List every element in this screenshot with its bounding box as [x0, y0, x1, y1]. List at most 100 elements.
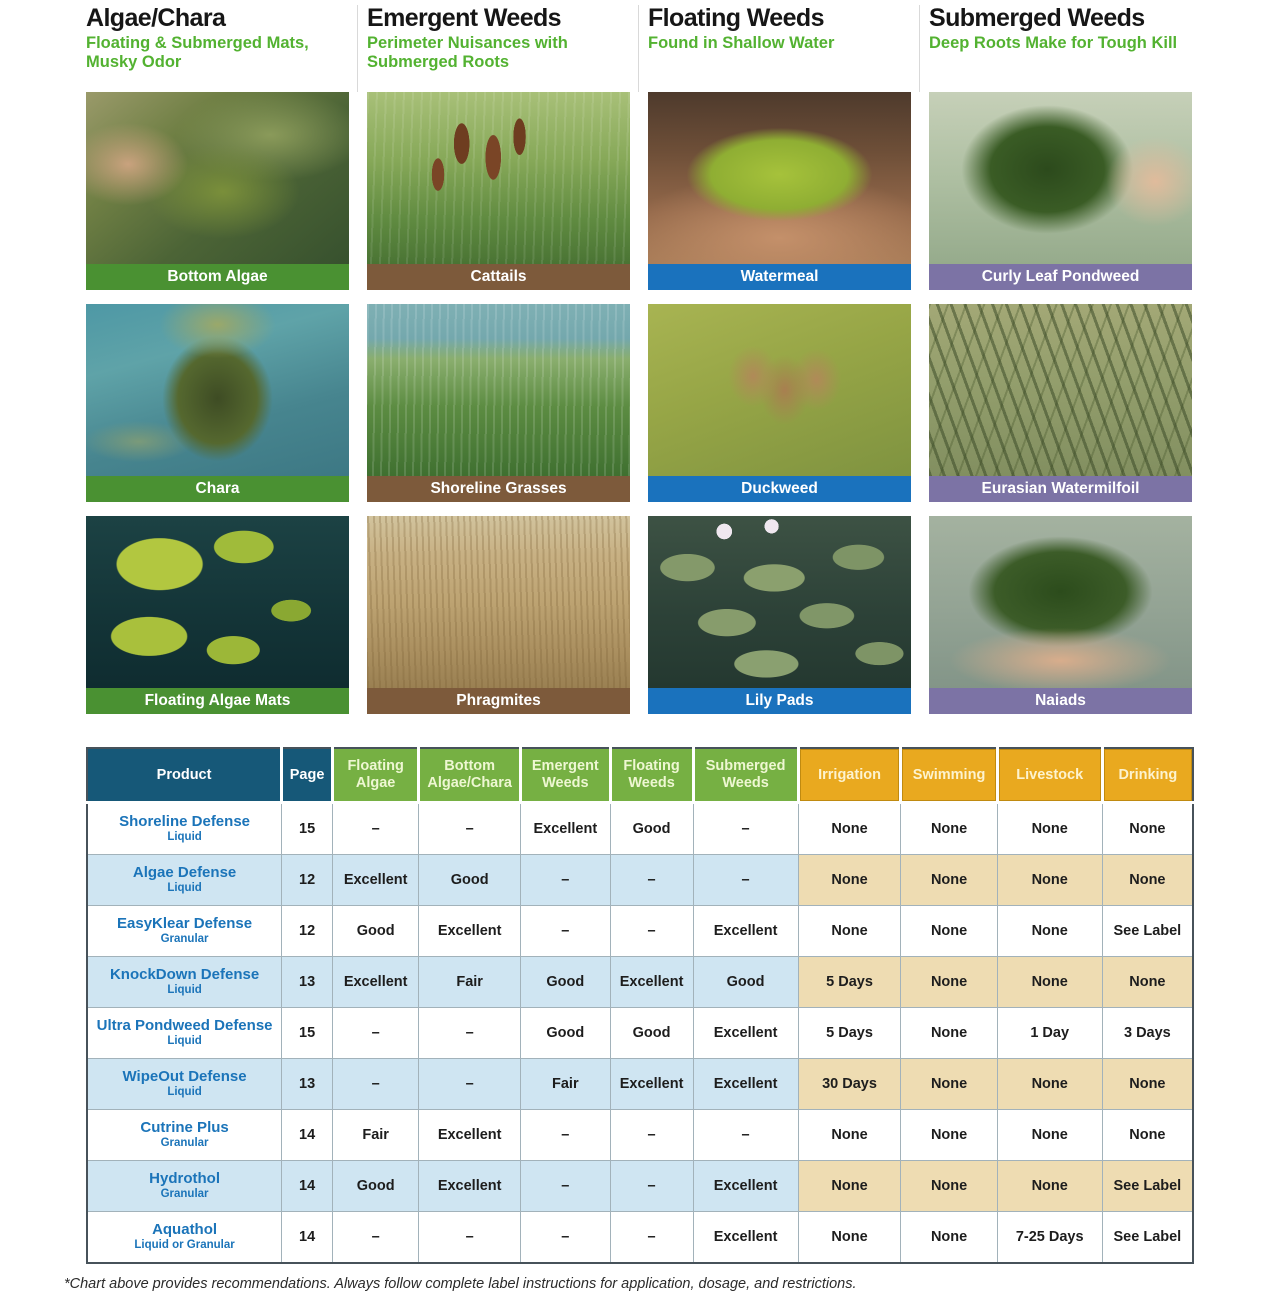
page-cell: 14: [281, 1211, 334, 1264]
value-cell: –: [332, 1058, 420, 1110]
column-header-bottom-algae-chara: Bottom Algae/Chara: [417, 748, 521, 804]
value-cell: 7-25 Days: [996, 1211, 1103, 1264]
category-column-submerged-weeds: Submerged Weeds Deep Roots Make for Toug…: [919, 5, 1192, 728]
page: Algae/Chara Floating & Submerged Mats, M…: [64, 0, 1194, 1292]
value-cell: Excellent: [692, 1160, 799, 1212]
product-cell: Ultra Pondweed Defense Liquid: [86, 1007, 283, 1059]
page-cell: 12: [281, 854, 334, 906]
table-row: WipeOut Defense Liquid 13– – Fair Excellent Ex…: [86, 1058, 1194, 1110]
value-cell: None: [996, 1160, 1103, 1212]
value-cell: None: [797, 1160, 902, 1212]
column-header-livestock: Livestock: [995, 748, 1103, 804]
column-header-drinking: Drinking: [1100, 748, 1193, 804]
product-form: Liquid: [167, 1085, 202, 1098]
product-cell: WipeOut Defense Liquid: [86, 1058, 283, 1110]
value-cell: Good: [609, 802, 694, 855]
value-cell: None: [996, 802, 1103, 855]
eurasian-watermilfoil-photo: [929, 304, 1192, 476]
value-cell: Excellent: [692, 1007, 799, 1059]
product-cell: KnockDown Defense Liquid: [86, 956, 283, 1008]
product-table: Product Page Floating Algae Bottom Algae…: [86, 747, 1194, 1264]
value-cell: –: [418, 1211, 522, 1264]
shoreline-grasses-photo: [367, 304, 630, 476]
table-row: Ultra Pondweed Defense Liquid 15– – Good Good…: [86, 1007, 1194, 1059]
value-cell: 1 Day: [996, 1007, 1103, 1059]
page-cell: 13: [281, 956, 334, 1008]
photo-label: Chara: [86, 476, 349, 502]
category-title: Algae/Chara: [86, 4, 226, 32]
column-header-page: Page: [280, 748, 333, 804]
value-cell: Excellent: [520, 802, 611, 855]
table-row: Cutrine Plus Granular 14 Fair Excellent – – – No…: [86, 1109, 1194, 1161]
value-cell: Fair: [520, 1058, 611, 1110]
value-cell: None: [1101, 854, 1194, 906]
product-form: Liquid: [167, 1034, 202, 1047]
category-column-emergent-weeds: Emergent Weeds Perimeter Nuisances with …: [357, 4, 630, 728]
photo-label: Phragmites: [367, 688, 630, 714]
column-header-floating-weeds: Floating Weeds: [608, 748, 694, 804]
value-cell: Good: [520, 1007, 611, 1059]
category-header: Floating Weeds Found in Shallow Water: [638, 5, 911, 92]
photo-label: Shoreline Grasses: [367, 476, 630, 502]
value-cell: None: [1101, 1109, 1194, 1161]
photo-card: Bottom Algae: [86, 92, 349, 290]
value-cell: –: [692, 802, 799, 855]
value-cell: –: [609, 854, 694, 906]
value-cell: –: [692, 1109, 799, 1161]
value-cell: –: [609, 1109, 694, 1161]
value-cell: See Label: [1101, 1160, 1194, 1212]
table-row: Algae Defense Liquid 12 Excellent Good – – – Non…: [86, 854, 1194, 906]
value-cell: None: [900, 1211, 998, 1264]
product-name: EasyKlear Defense: [117, 915, 253, 933]
value-cell: 5 Days: [797, 956, 902, 1008]
value-cell: None: [1101, 802, 1194, 855]
value-cell: Excellent: [332, 854, 420, 906]
photo-card: Chara: [86, 304, 349, 502]
phragmites-photo: [367, 516, 630, 688]
value-cell: –: [418, 1007, 522, 1059]
column-header-irrigation: Irrigation: [796, 748, 901, 804]
column-header-emergent-weeds: Emergent Weeds: [519, 748, 611, 804]
floating-algae-mats-photo: [86, 516, 349, 688]
product-name: Shoreline Defense: [119, 813, 251, 831]
value-cell: None: [900, 905, 998, 957]
category-subtitle: Deep Roots Make for Tough Kill: [929, 34, 1178, 52]
table-row: Aquathol Liquid or Granular 14– – – – Excellen…: [86, 1211, 1194, 1264]
photo-label: Bottom Algae: [86, 264, 349, 290]
table-row: EasyKlear Defense Granular 12 Good Excellent…: [86, 905, 1194, 957]
photo-card: Watermeal: [648, 92, 911, 290]
value-cell: Fair: [332, 1109, 420, 1161]
product-name: KnockDown Defense: [109, 966, 260, 984]
product-form: Liquid: [167, 881, 202, 894]
value-cell: –: [332, 1211, 420, 1264]
value-cell: None: [1101, 956, 1194, 1008]
value-cell: 3 Days: [1101, 1007, 1194, 1059]
category-header: Submerged Weeds Deep Roots Make for Toug…: [919, 5, 1192, 92]
value-cell: –: [609, 1211, 694, 1264]
value-cell: Excellent: [609, 1058, 694, 1110]
category-subtitle: Perimeter Nuisances with Submerged Roots: [367, 34, 568, 72]
column-header-swimming: Swimming: [899, 748, 998, 804]
value-cell: Excellent: [692, 905, 799, 957]
category-column-floating-weeds: Floating Weeds Found in Shallow Water Wa…: [638, 5, 911, 728]
photo-label: Cattails: [367, 264, 630, 290]
category-title: Emergent Weeds: [367, 4, 562, 32]
value-cell: None: [996, 1109, 1103, 1161]
column-header-submerged-weeds: Submerged Weeds: [691, 748, 799, 804]
product-form: Granular: [160, 1136, 209, 1149]
page-cell: 15: [281, 1007, 334, 1059]
product-form: Liquid: [167, 983, 202, 996]
value-cell: None: [797, 905, 902, 957]
value-cell: –: [692, 854, 799, 906]
product-name: WipeOut Defense: [122, 1068, 247, 1086]
photo-card: Cattails: [367, 92, 630, 290]
value-cell: –: [520, 1109, 611, 1161]
category-column-algae-chara: Algae/Chara Floating & Submerged Mats, M…: [86, 5, 349, 728]
category-title: Submerged Weeds: [929, 4, 1145, 32]
curly-leaf-pondweed-photo: [929, 92, 1192, 264]
category-title: Floating Weeds: [648, 4, 824, 32]
value-cell: None: [900, 1160, 998, 1212]
value-cell: None: [797, 1211, 902, 1264]
table-header-row: Product Page Floating Algae Bottom Algae…: [87, 748, 1193, 804]
value-cell: Excellent: [418, 1160, 522, 1212]
